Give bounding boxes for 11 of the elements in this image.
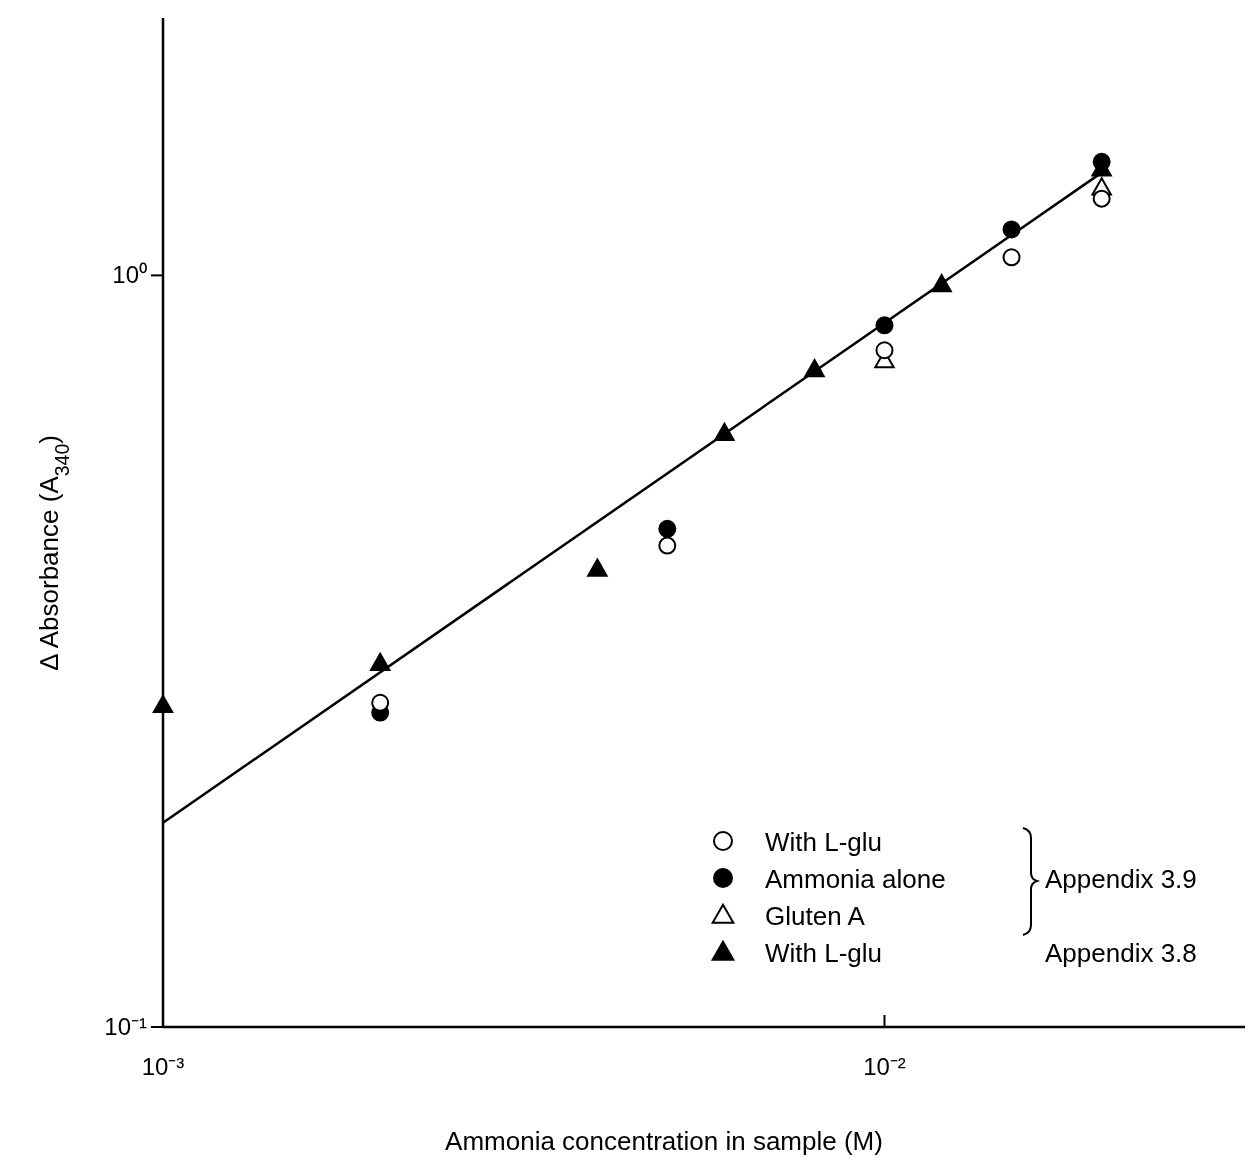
legend-label: Ammonia alone [765,864,946,894]
legend-label: Gluten A [765,901,866,931]
annotation: Appendix 3.9 [1045,864,1197,894]
legend-label: With L-glu [765,827,883,857]
y-tick-label: 10⁰ [112,261,147,289]
x-tick-label: 10⁻³ [141,1053,185,1080]
y-tick-label: 10⁻¹ [104,1013,148,1040]
x-tick-label: 10⁻² [863,1053,906,1080]
annotation: Appendix 3.8 [1045,938,1197,968]
x-axis-title: Ammonia concentration in sample (M) [445,1126,883,1156]
legend-label: With L-glu [765,938,883,968]
